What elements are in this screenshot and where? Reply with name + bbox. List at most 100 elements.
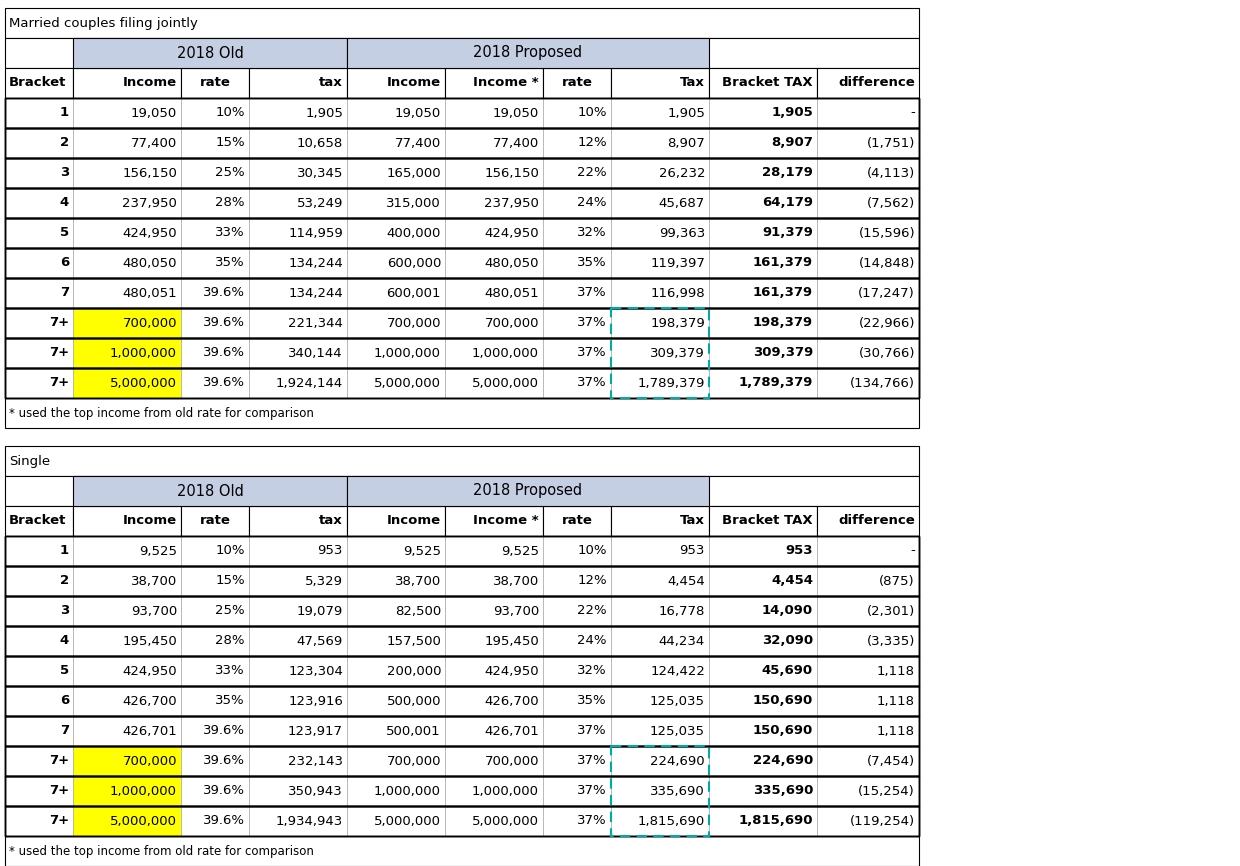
Bar [445,278,543,308]
Text: rate: rate [562,514,593,527]
Bar [5,278,919,308]
Bar [5,776,919,806]
Bar [5,368,73,398]
Text: 700,000: 700,000 [387,754,441,767]
Bar [5,716,919,746]
Bar [181,566,249,596]
Bar [5,98,919,128]
Bar [5,248,919,278]
Text: 480,051: 480,051 [485,287,539,300]
Bar [5,656,919,686]
Bar [817,506,919,536]
Bar [5,626,919,656]
Bar [5,446,919,476]
Bar [709,566,817,596]
Bar [5,338,919,368]
Text: 3: 3 [60,166,69,179]
Bar [347,476,709,506]
Bar [817,368,919,398]
Text: 125,035: 125,035 [650,725,706,738]
Bar [5,248,919,278]
Text: 480,050: 480,050 [123,256,177,269]
Text: 32%: 32% [578,664,608,677]
Bar [5,686,919,716]
Text: (7,454): (7,454) [867,754,915,767]
Bar [709,746,817,776]
Bar [709,128,817,158]
Bar [5,656,919,686]
Text: (134,766): (134,766) [849,377,915,390]
Bar [181,278,249,308]
Bar [543,188,611,218]
Bar [5,38,919,68]
Text: 315,000: 315,000 [386,197,441,210]
Bar [5,596,919,626]
Bar [181,128,249,158]
Bar [5,686,919,716]
Bar [543,536,611,566]
Text: difference: difference [838,514,915,527]
Bar [5,368,919,398]
Text: 7: 7 [60,725,69,738]
Bar [5,596,919,626]
Bar [5,806,919,836]
Bar [709,188,817,218]
Bar [5,746,919,776]
Text: 38,700: 38,700 [394,574,441,587]
Text: 1,905: 1,905 [667,107,706,120]
Text: 195,450: 195,450 [123,635,177,648]
Text: 39.6%: 39.6% [203,287,246,300]
Text: 37%: 37% [578,316,608,329]
Bar [347,626,445,656]
Bar [817,596,919,626]
Text: (3,335): (3,335) [867,635,915,648]
Text: 1,000,000: 1,000,000 [374,785,441,798]
Text: 93,700: 93,700 [130,604,177,617]
Text: 26,232: 26,232 [658,166,706,179]
Text: 37%: 37% [578,287,608,300]
Text: 9,525: 9,525 [403,545,441,558]
Text: 134,244: 134,244 [288,256,343,269]
Bar [5,776,919,806]
Bar [5,746,919,776]
Bar [5,776,919,806]
Text: 12%: 12% [578,137,608,150]
Bar [347,566,445,596]
Bar [543,596,611,626]
Text: tax: tax [319,76,343,89]
Text: 99,363: 99,363 [658,227,706,240]
Text: 224,690: 224,690 [753,754,813,767]
Bar [5,98,919,128]
Text: Bracket TAX: Bracket TAX [723,76,813,89]
Text: 8,907: 8,907 [771,137,813,150]
Text: 2018 Proposed: 2018 Proposed [474,46,583,61]
Bar [73,596,181,626]
Bar [5,596,919,626]
Bar [5,158,919,188]
Text: 114,959: 114,959 [288,227,343,240]
Text: 28%: 28% [216,635,246,648]
Text: 9,525: 9,525 [501,545,539,558]
Bar [5,626,73,656]
Bar [5,806,919,836]
Text: 10,658: 10,658 [296,137,343,150]
Text: 124,422: 124,422 [650,664,706,677]
Bar [5,128,73,158]
Bar [73,776,181,806]
Bar [611,746,709,836]
Bar [611,566,709,596]
Bar [5,158,919,188]
Text: Tax: Tax [680,514,706,527]
Bar [445,98,543,128]
Bar [5,188,919,218]
Text: 237,950: 237,950 [484,197,539,210]
Bar [5,656,919,686]
Text: 500,001: 500,001 [387,725,441,738]
Text: 53,249: 53,249 [296,197,343,210]
Bar [5,308,919,338]
Bar [5,308,919,338]
Bar [709,368,817,398]
Text: 10%: 10% [216,107,246,120]
Bar [5,128,919,158]
Bar [73,98,181,128]
